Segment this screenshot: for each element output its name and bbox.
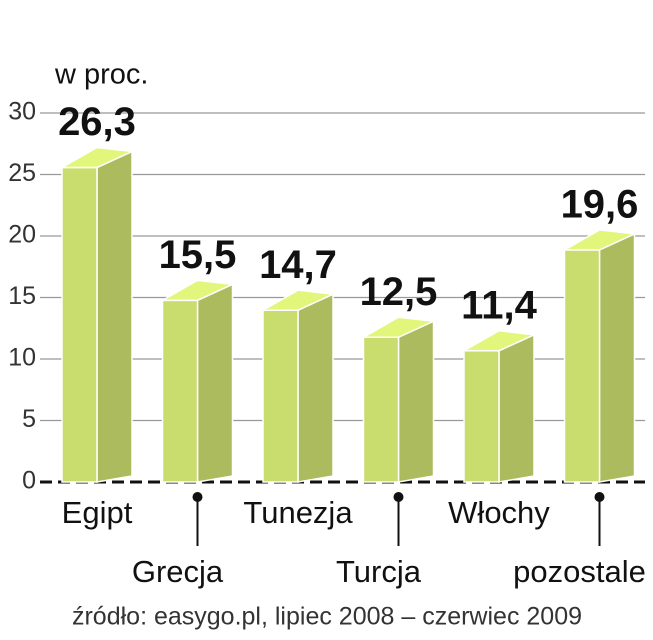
bar — [61, 166, 98, 483]
y-tick-label: 30 — [8, 98, 36, 126]
y-tick-label: 20 — [8, 221, 36, 249]
source: źródło: easygo.pl, lipiec 2008 – czerwie… — [72, 603, 582, 631]
value-label: 11,4 — [461, 283, 537, 327]
bar-side — [397, 320, 435, 483]
bar — [463, 350, 500, 483]
y-tick-label: 0 — [22, 467, 36, 495]
value-label: 12,5 — [360, 270, 438, 314]
bar-top — [461, 330, 537, 352]
leader-dot — [192, 492, 203, 502]
y-tick-label: 25 — [8, 159, 36, 187]
value-label: 14,7 — [259, 243, 337, 287]
value-label: 26,3 — [58, 100, 136, 144]
y-tick-label: 10 — [8, 344, 36, 372]
x-tick-label: Włochy — [448, 495, 550, 530]
bar-side — [196, 283, 234, 483]
bar-top — [260, 289, 336, 311]
bar — [362, 336, 400, 483]
bar-top — [159, 279, 236, 302]
bar-side — [598, 232, 636, 483]
bar-side — [297, 293, 334, 483]
unit-label: w proc. — [54, 59, 148, 91]
bar-top — [59, 146, 135, 169]
x-tick-label: pozostale — [513, 554, 646, 589]
bar — [262, 309, 299, 483]
bar — [563, 249, 601, 483]
y-tick-label: 15 — [8, 282, 36, 310]
value-label: 15,5 — [159, 233, 237, 277]
x-tick-label: Tunezja — [243, 495, 353, 530]
bar-side — [96, 150, 133, 483]
leader-dot — [594, 492, 605, 502]
x-tick-label: Turcja — [336, 554, 422, 589]
x-tick-label: Egipt — [62, 495, 133, 530]
bar — [161, 299, 199, 483]
bar-top — [360, 316, 437, 338]
leader-dot — [393, 492, 404, 502]
y-tick-label: 5 — [22, 405, 36, 433]
x-tick-label: Grecja — [132, 554, 224, 589]
bar-top — [561, 229, 638, 251]
value-label: 19,6 — [561, 182, 639, 226]
bar-side — [498, 333, 535, 483]
